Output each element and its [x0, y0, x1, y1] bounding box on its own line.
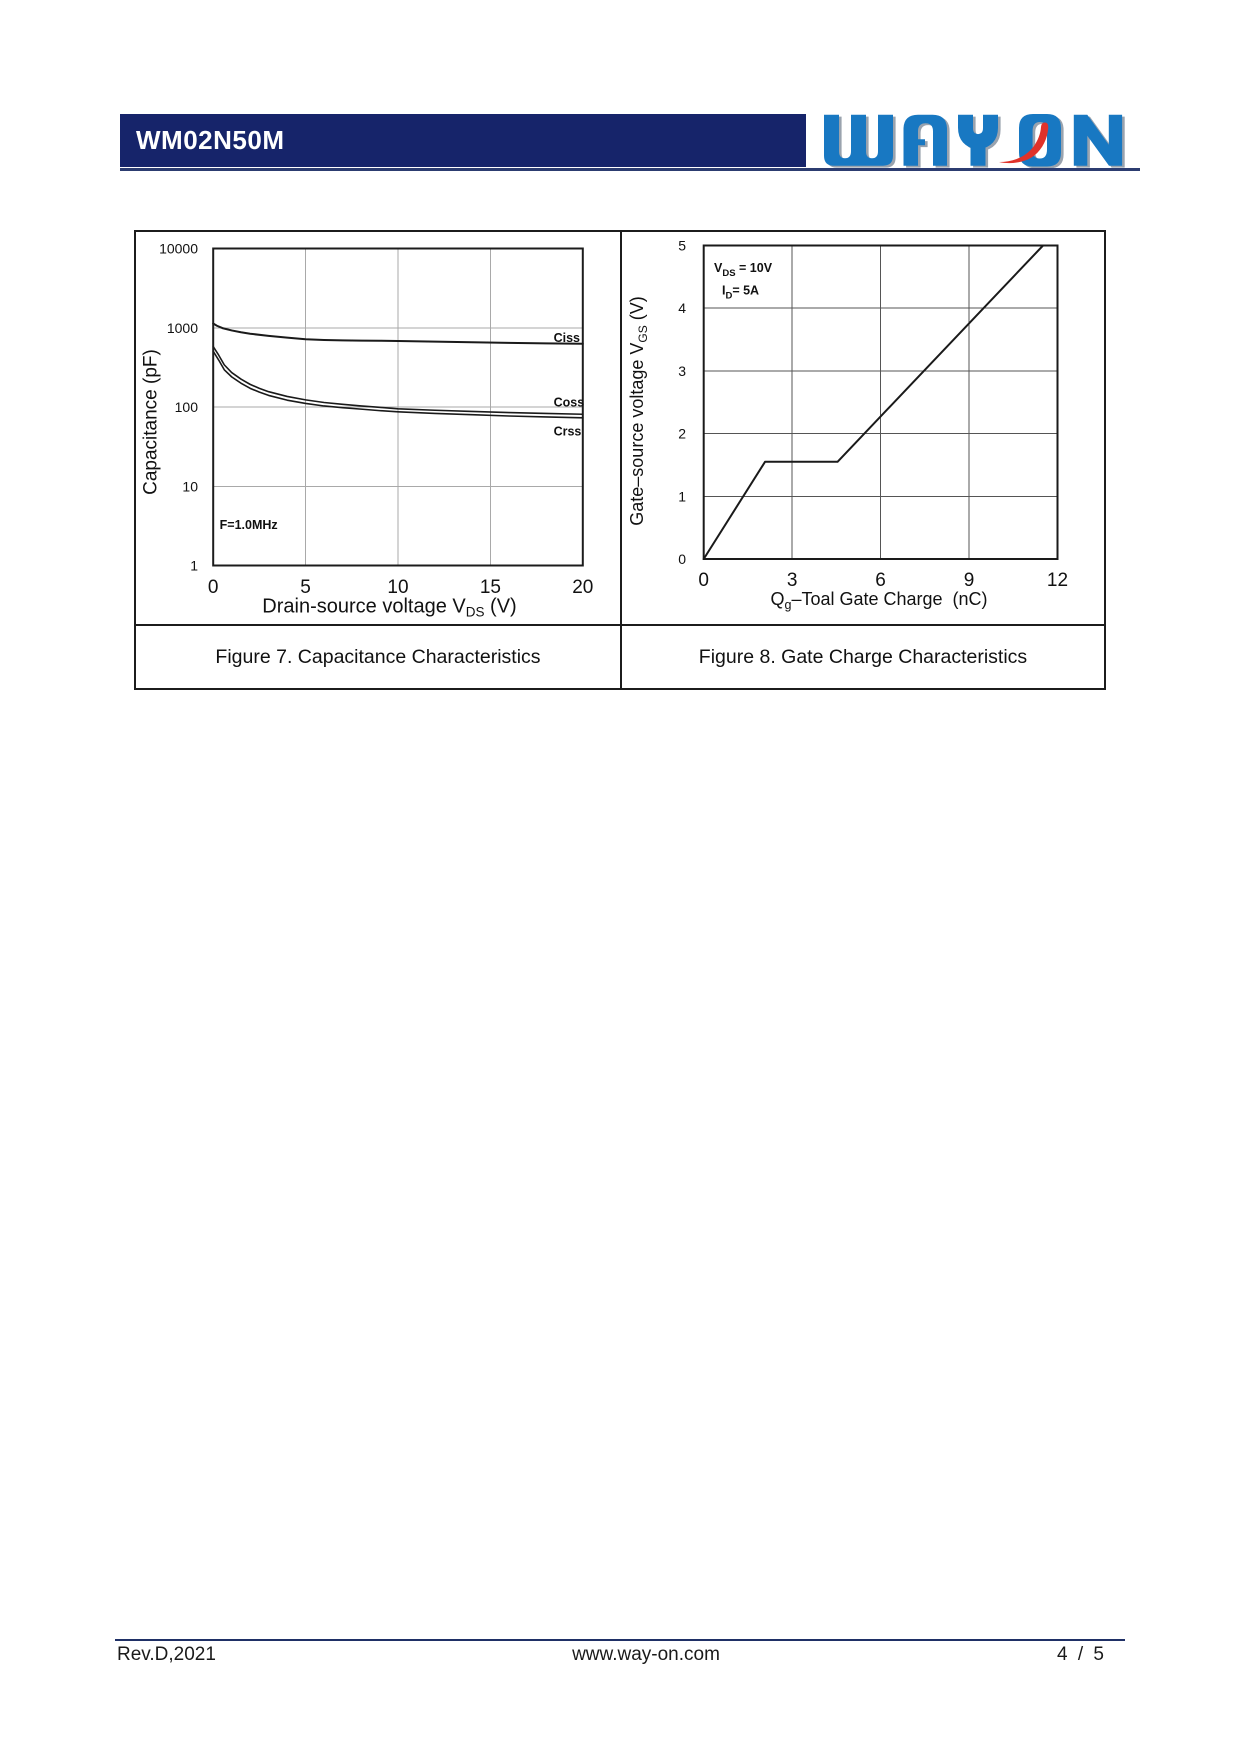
- xtick-9: 9: [964, 570, 975, 591]
- xtick-3: 3: [787, 570, 798, 591]
- ytick-5: 5: [678, 238, 686, 254]
- xtick-12: 12: [1047, 570, 1068, 591]
- ytick-2: 2: [678, 426, 686, 442]
- plot-border: [702, 244, 1059, 560]
- footer-website: www.way-on.com: [572, 1644, 720, 1665]
- footer-page-number: 4 / 5: [1057, 1644, 1104, 1665]
- ytick-0: 0: [678, 551, 686, 567]
- curve-vgs: [702, 244, 1045, 560]
- figure8-caption: Figure 8. Gate Charge Characteristics: [698, 646, 1028, 668]
- ytick-1: 1: [190, 558, 198, 574]
- table-horizontal-divider: [136, 624, 1104, 626]
- plot-border: [212, 247, 584, 567]
- logo-letter-y: [958, 114, 998, 166]
- logo-letter-a: [903, 114, 947, 166]
- curve-crss: [212, 350, 584, 419]
- footer-revision: Rev.D,2021: [117, 1644, 216, 1665]
- xtick-6: 6: [875, 570, 886, 591]
- wayon-logo: [824, 114, 1125, 169]
- ytick-3: 3: [678, 363, 686, 379]
- annotation-coss: Coss: [554, 396, 585, 410]
- header-rule: [120, 167, 1140, 171]
- xtick-0: 0: [208, 577, 219, 598]
- curve-coss: [212, 345, 584, 416]
- xtick-5: 5: [300, 577, 311, 598]
- ytick-1000: 1000: [167, 320, 198, 336]
- table-vertical-divider: [620, 232, 622, 688]
- figure-table: 1 10 100 1000 10000 0 5 10 15 20 Drain-source volt…: [134, 230, 1106, 690]
- x-axis-title: Qg–Toal Gate Charge (nC): [770, 589, 987, 612]
- annotation-f-1-0mhz: F=1.0MHz: [220, 518, 278, 532]
- ytick-1: 1: [678, 488, 686, 504]
- xtick-10: 10: [387, 577, 408, 598]
- figure7-caption: Figure 7. Capacitance Characteristics: [215, 646, 541, 668]
- annotation-0: VDS = 10V: [714, 261, 773, 279]
- annotation-1: ID= 5A: [722, 283, 759, 301]
- ytick-4: 4: [678, 300, 686, 316]
- y-axis-title: Capacitance (pF): [141, 349, 162, 495]
- ytick-100: 100: [175, 399, 199, 415]
- y-axis-title: Gate–source voltage VGS (V): [627, 296, 650, 525]
- x-axis-title: Drain-source voltage VDS (V): [262, 596, 516, 620]
- ytick-10000: 10000: [159, 241, 198, 257]
- xtick-15: 15: [480, 577, 501, 598]
- curve-ciss: [212, 322, 584, 345]
- footer-rule: [115, 1639, 1125, 1641]
- logo-letter-n: [1073, 114, 1123, 166]
- capacitance-chart: 1 10 100 1000 10000 0 5 10 15 20 Drain-source volt…: [141, 241, 594, 620]
- ytick-10: 10: [182, 478, 198, 494]
- xtick-0: 0: [698, 570, 709, 591]
- annotation-ciss: Ciss: [554, 331, 580, 345]
- part-number-bar: WM02N50M: [120, 114, 806, 167]
- annotation-crss: Crss: [554, 424, 582, 438]
- logo-swoosh: [999, 122, 1049, 164]
- xtick-20: 20: [572, 577, 593, 598]
- logo-letter-w: [824, 114, 893, 166]
- part-number: WM02N50M: [136, 125, 285, 155]
